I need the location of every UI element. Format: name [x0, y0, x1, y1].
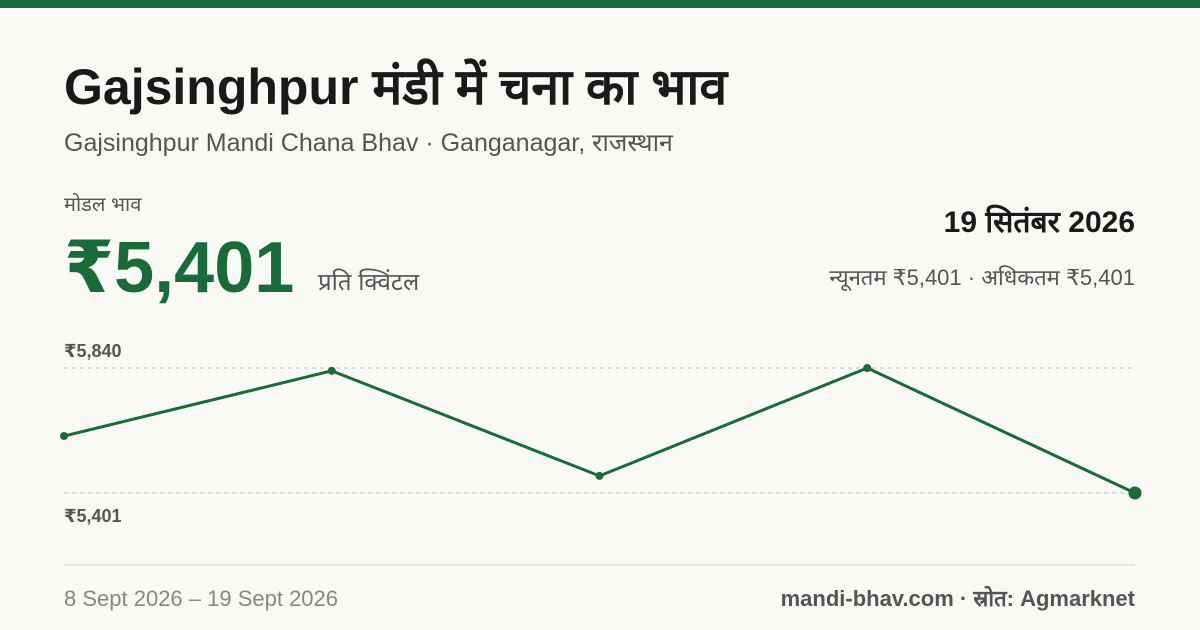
point: [595, 471, 604, 480]
top-bar: [0, 0, 1200, 8]
point: [1128, 486, 1142, 500]
subtitle: Gajsinghpur Mandi Chana Bhav · Ganganaga…: [64, 129, 674, 157]
unit: प्रति क्विंटल: [318, 268, 420, 296]
point: [327, 366, 336, 375]
price-label: मोडल भाव: [64, 193, 142, 216]
y-tick-label: ₹5,401: [64, 506, 122, 526]
date: 19 सितंबर 2026: [944, 204, 1135, 239]
min-max: न्यूनतम ₹5,401 · अधिकतम ₹5,401: [829, 265, 1135, 292]
price: ₹5,401: [64, 228, 294, 308]
point: [863, 364, 872, 372]
date-range: 8 Sept 2026 – 19 Sept 2026: [64, 586, 338, 611]
y-tick-label: ₹5,840: [64, 341, 122, 361]
title: Gajsinghpur मंडी में चना का भाव: [64, 58, 729, 115]
point: [60, 432, 68, 441]
source: mandi-bhav.com · स्रोत: Agmarknet: [781, 585, 1136, 611]
